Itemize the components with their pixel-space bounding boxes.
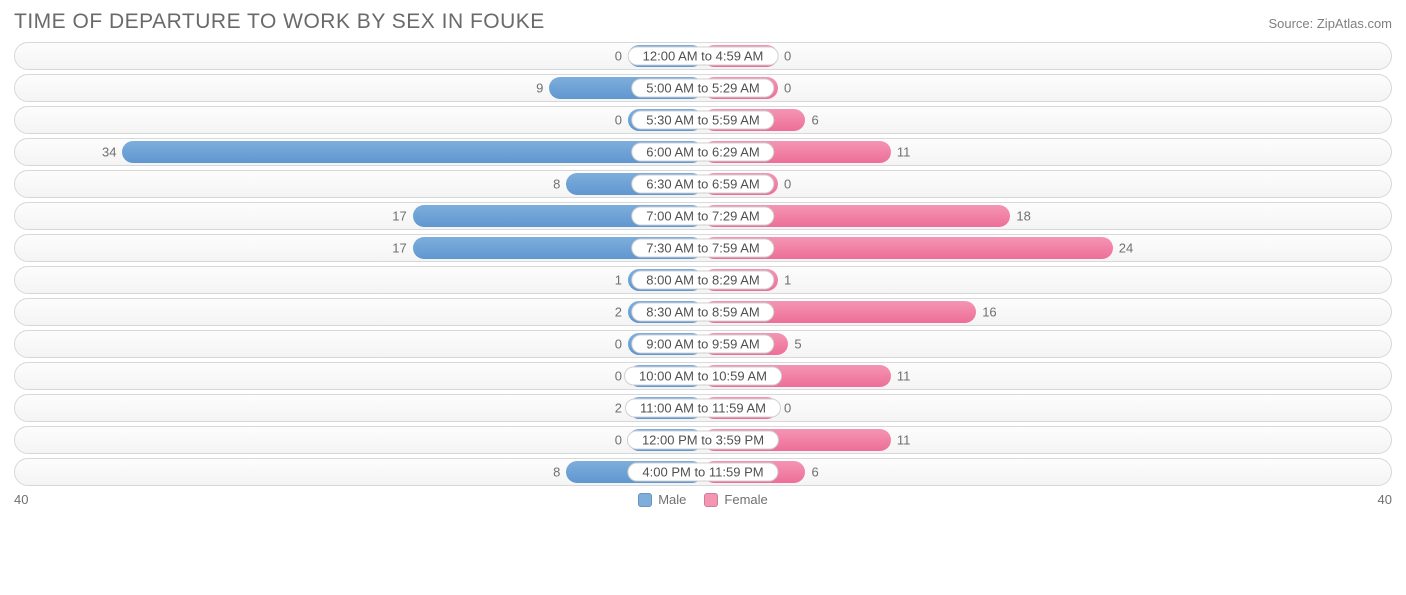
value-female: 18	[1016, 209, 1030, 224]
row-label: 5:00 AM to 5:29 AM	[631, 79, 774, 98]
value-male: 8	[553, 177, 560, 192]
bar-male	[122, 141, 703, 163]
value-male: 1	[615, 273, 622, 288]
chart-row: 0 5 9:00 AM to 9:59 AM	[14, 330, 1392, 358]
legend-label-male: Male	[658, 492, 686, 507]
chart-row: 9 0 5:00 AM to 5:29 AM	[14, 74, 1392, 102]
value-male: 0	[615, 337, 622, 352]
diverging-bar-chart: 0 0 12:00 AM to 4:59 AM 9 0 5:00 AM to 5:29 A…	[14, 42, 1392, 486]
value-female: 6	[811, 113, 818, 128]
legend: Male Female	[638, 492, 768, 507]
value-male: 0	[615, 49, 622, 64]
value-female: 5	[794, 337, 801, 352]
value-male: 0	[615, 113, 622, 128]
chart-row: 8 0 6:30 AM to 6:59 AM	[14, 170, 1392, 198]
value-female: 11	[897, 369, 911, 384]
row-label: 4:00 PM to 11:59 PM	[627, 463, 778, 482]
value-male: 2	[615, 305, 622, 320]
chart-row: 0 0 12:00 AM to 4:59 AM	[14, 42, 1392, 70]
chart-source: Source: ZipAtlas.com	[1268, 16, 1392, 31]
value-female: 6	[811, 465, 818, 480]
chart-row: 2 011:00 AM to 11:59 AM	[14, 394, 1392, 422]
row-label: 8:00 AM to 8:29 AM	[631, 271, 774, 290]
value-female: 0	[784, 49, 791, 64]
row-label: 10:00 AM to 10:59 AM	[624, 367, 782, 386]
row-label: 11:00 AM to 11:59 AM	[625, 399, 781, 418]
row-label: 7:30 AM to 7:59 AM	[631, 239, 774, 258]
chart-footer: 40 Male Female 40	[14, 492, 1392, 507]
value-male: 8	[553, 465, 560, 480]
row-label: 6:30 AM to 6:59 AM	[631, 175, 774, 194]
row-label: 9:00 AM to 9:59 AM	[631, 335, 774, 354]
value-female: 0	[784, 177, 791, 192]
value-female: 1	[784, 273, 791, 288]
chart-row: 0 11 12:00 PM to 3:59 PM	[14, 426, 1392, 454]
legend-item-male: Male	[638, 492, 686, 507]
value-male: 0	[615, 369, 622, 384]
row-label: 12:00 PM to 3:59 PM	[627, 431, 779, 450]
legend-swatch-female	[704, 493, 718, 507]
row-label: 6:00 AM to 6:29 AM	[631, 143, 774, 162]
row-label: 7:00 AM to 7:29 AM	[631, 207, 774, 226]
row-label: 12:00 AM to 4:59 AM	[628, 47, 779, 66]
chart-header: TIME OF DEPARTURE TO WORK BY SEX IN FOUK…	[14, 10, 1392, 34]
value-female: 16	[982, 305, 996, 320]
row-label: 8:30 AM to 8:59 AM	[631, 303, 774, 322]
value-male: 17	[392, 209, 406, 224]
chart-row: 8 6 4:00 PM to 11:59 PM	[14, 458, 1392, 486]
value-male: 9	[536, 81, 543, 96]
chart-container: TIME OF DEPARTURE TO WORK BY SEX IN FOUK…	[0, 0, 1406, 515]
value-female: 11	[897, 433, 911, 448]
value-female: 24	[1119, 241, 1133, 256]
legend-swatch-male	[638, 493, 652, 507]
chart-row: 17 24 7:30 AM to 7:59 AM	[14, 234, 1392, 262]
axis-right-max: 40	[1378, 492, 1392, 507]
axis-left-max: 40	[14, 492, 28, 507]
value-female: 0	[784, 401, 791, 416]
legend-item-female: Female	[704, 492, 767, 507]
chart-row: 34 11 6:00 AM to 6:29 AM	[14, 138, 1392, 166]
row-label: 5:30 AM to 5:59 AM	[631, 111, 774, 130]
chart-title: TIME OF DEPARTURE TO WORK BY SEX IN FOUK…	[14, 10, 545, 34]
value-male: 17	[392, 241, 406, 256]
chart-row: 0 6 5:30 AM to 5:59 AM	[14, 106, 1392, 134]
legend-label-female: Female	[724, 492, 767, 507]
value-male: 34	[102, 145, 116, 160]
chart-row: 1 1 8:00 AM to 8:29 AM	[14, 266, 1392, 294]
value-female: 11	[897, 145, 911, 160]
value-male: 2	[615, 401, 622, 416]
value-female: 0	[784, 81, 791, 96]
chart-row: 2 16 8:30 AM to 8:59 AM	[14, 298, 1392, 326]
chart-row: 0 11 10:00 AM to 10:59 AM	[14, 362, 1392, 390]
chart-row: 17 18 7:00 AM to 7:29 AM	[14, 202, 1392, 230]
value-male: 0	[615, 433, 622, 448]
